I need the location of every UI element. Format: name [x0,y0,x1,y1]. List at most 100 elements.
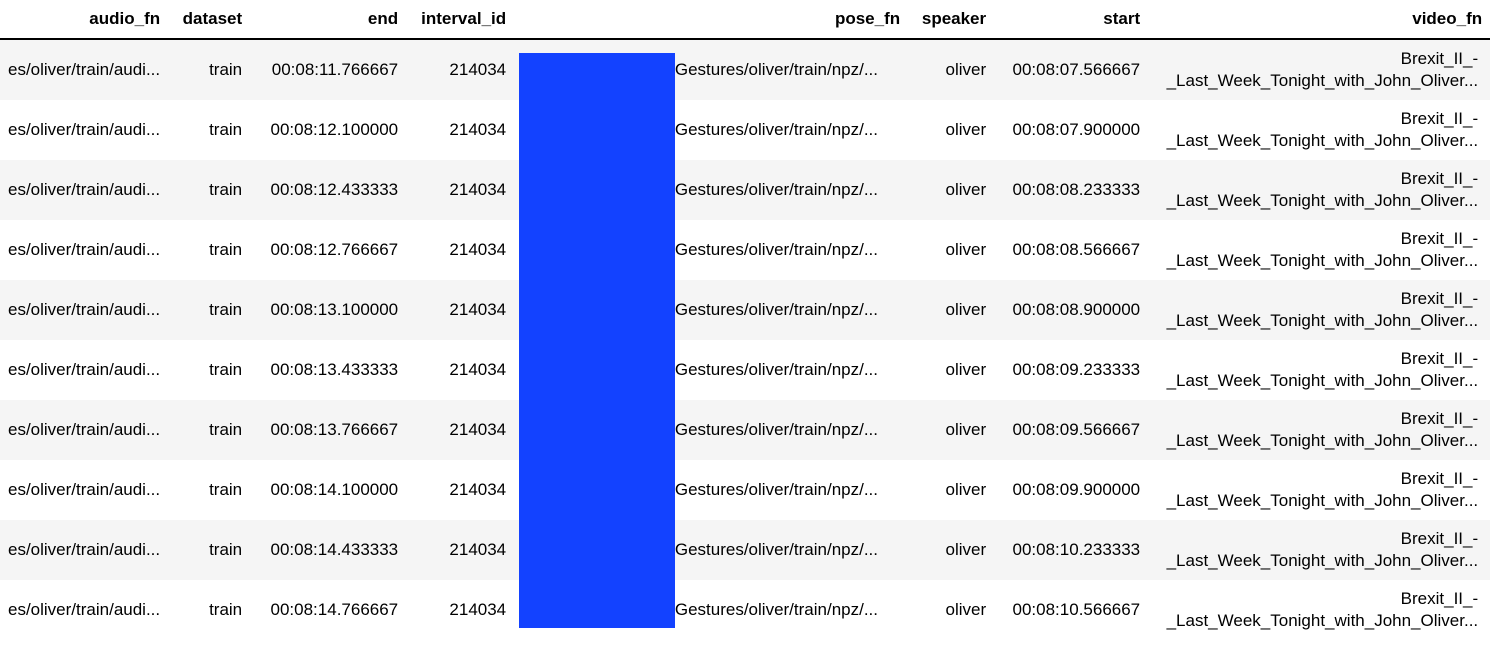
cell-audio-fn: es/oliver/train/audi... [0,220,168,280]
cell-audio-fn-text: es/oliver/train/audi... [8,360,161,379]
cell-audio-fn-text: es/oliver/train/audi... [8,180,161,199]
cell-audio-fn: es/oliver/train/audi... [0,400,168,460]
cell-dataset: train [209,360,243,379]
cell-dataset: train [209,480,243,499]
cell-speaker: oliver [945,60,987,79]
cell-interval-id: 214034 [449,180,507,199]
cell-audio-fn: es/oliver/train/audi... [0,160,168,220]
cell-interval-id: 214034 [449,120,507,139]
cell-speaker: oliver [945,420,987,439]
column-header-start: start [1103,9,1141,28]
cell-end: 00:08:11.766667 [271,60,399,79]
cell-start: 00:08:09.233333 [1012,360,1141,379]
cell-video-fn: Brexit_II_- _Last_Week_Tonight_with_John_… [1148,220,1490,280]
cell-video-fn-line2: _Last_Week_Tonight_with_John_Oliver... [1166,251,1479,270]
cell-start: 00:08:09.900000 [1012,480,1141,499]
cell-end: 00:08:12.100000 [270,120,399,139]
cell-pose-fn: /Gestures/oliver/train/npz/... [514,520,908,580]
cell-start: 00:08:08.566667 [1012,240,1141,259]
cell-video-fn-line1: Brexit_II_- [1400,289,1479,308]
cell-interval-id: 214034 [449,240,507,259]
header-row: audio_fn dataset end interval_id pose_fn… [0,0,1491,39]
cell-audio-fn: es/oliver/train/audi... [0,580,168,640]
cell-pose-fn: /Gestures/oliver/train/npz/... [514,39,908,100]
cell-pose-fn: /Gestures/oliver/train/npz/... [514,340,908,400]
table-row: es/oliver/train/audi... train 00:08:11.766… [0,39,1491,100]
cell-end: 00:08:14.100000 [270,480,399,499]
table-row: es/oliver/train/audi... train 00:08:13.100… [0,280,1491,340]
cell-end: 00:08:13.766667 [270,420,399,439]
cell-pose-fn: /Gestures/oliver/train/npz/... [514,280,908,340]
cell-end: 00:08:13.100000 [270,300,399,319]
redaction-block [519,53,675,628]
cell-speaker: oliver [945,480,987,499]
cell-speaker: oliver [945,120,987,139]
cell-dataset: train [209,540,243,559]
column-header-speaker: speaker [921,9,987,28]
table-row: es/oliver/train/audi... train 00:08:13.766… [0,400,1491,460]
cell-start: 00:08:09.566667 [1012,420,1141,439]
cell-interval-id: 214034 [449,420,507,439]
table-row: es/oliver/train/audi... train 00:08:12.433… [0,160,1491,220]
cell-pose-fn-text: /Gestures/oliver/train/npz/... [670,600,879,619]
cell-video-fn-line2: _Last_Week_Tonight_with_John_Oliver... [1166,371,1479,390]
table-header: audio_fn dataset end interval_id pose_fn… [0,0,1491,39]
cell-video-fn-line2: _Last_Week_Tonight_with_John_Oliver... [1166,431,1479,450]
cell-speaker: oliver [945,240,987,259]
cell-pose-fn-text: /Gestures/oliver/train/npz/... [670,180,879,199]
cell-video-fn-line1: Brexit_II_- [1400,109,1479,128]
column-header-interval-id: interval_id [421,9,507,28]
cell-interval-id: 214034 [449,540,507,559]
cell-pose-fn-text: /Gestures/oliver/train/npz/... [670,240,879,259]
cell-audio-fn: es/oliver/train/audi... [0,280,168,340]
cell-video-fn-line2: _Last_Week_Tonight_with_John_Oliver... [1166,551,1479,570]
column-header-dataset: dataset [182,9,243,28]
cell-pose-fn-wrapper: /Gestures/oliver/train/npz/... [514,100,900,160]
cell-video-fn-line1: Brexit_II_- [1400,49,1479,68]
cell-start: 00:08:08.233333 [1012,180,1141,199]
cell-audio-fn-text: es/oliver/train/audi... [8,60,161,79]
cell-speaker: oliver [945,600,987,619]
cell-dataset: train [209,180,243,199]
cell-end: 00:08:12.766667 [270,240,399,259]
cell-pose-fn-text: /Gestures/oliver/train/npz/... [670,300,879,319]
cell-audio-fn: es/oliver/train/audi... [0,340,168,400]
cell-pose-fn-text: /Gestures/oliver/train/npz/... [670,60,879,79]
cell-dataset: train [209,60,243,79]
cell-pose-fn-wrapper: /Gestures/oliver/train/npz/... [514,460,900,520]
cell-audio-fn: es/oliver/train/audi... [0,100,168,160]
column-header-video-fn: video_fn [1412,9,1483,28]
cell-video-fn: Brexit_II_- _Last_Week_Tonight_with_John_… [1148,400,1490,460]
cell-audio-fn: es/oliver/train/audi... [0,520,168,580]
table-body: es/oliver/train/audi... train 00:08:11.766… [0,39,1491,640]
cell-interval-id: 214034 [449,300,507,319]
cell-speaker: oliver [945,540,987,559]
cell-pose-fn-wrapper: /Gestures/oliver/train/npz/... [514,220,900,280]
cell-audio-fn-text: es/oliver/train/audi... [8,600,161,619]
cell-pose-fn-wrapper: /Gestures/oliver/train/npz/... [514,400,900,460]
table-row: es/oliver/train/audi... train 00:08:12.100… [0,100,1491,160]
cell-video-fn-line1: Brexit_II_- [1400,409,1479,428]
cell-dataset: train [209,600,243,619]
cell-interval-id: 214034 [449,360,507,379]
cell-start: 00:08:07.566667 [1012,60,1141,79]
cell-pose-fn-wrapper: /Gestures/oliver/train/npz/... [514,340,900,400]
table-row: es/oliver/train/audi... train 00:08:14.433… [0,520,1491,580]
cell-audio-fn: es/oliver/train/audi... [0,460,168,520]
table-row: es/oliver/train/audi... train 00:08:12.766… [0,220,1491,280]
cell-video-fn-line1: Brexit_II_- [1400,169,1479,188]
cell-video-fn-line2: _Last_Week_Tonight_with_John_Oliver... [1166,611,1479,630]
cell-pose-fn-text: /Gestures/oliver/train/npz/... [670,360,879,379]
cell-audio-fn-text: es/oliver/train/audi... [8,300,161,319]
cell-pose-fn-text: /Gestures/oliver/train/npz/... [670,540,879,559]
cell-video-fn-line1: Brexit_II_- [1400,529,1479,548]
cell-video-fn-line2: _Last_Week_Tonight_with_John_Oliver... [1166,311,1479,330]
dataframe-table: audio_fn dataset end interval_id pose_fn… [0,0,1491,640]
cell-video-fn-line1: Brexit_II_- [1400,349,1479,368]
cell-video-fn: Brexit_II_- _Last_Week_Tonight_with_John_… [1148,460,1490,520]
table-row: es/oliver/train/audi... train 00:08:14.100… [0,460,1491,520]
cell-interval-id: 214034 [449,600,507,619]
cell-video-fn-line2: _Last_Week_Tonight_with_John_Oliver... [1166,71,1479,90]
cell-dataset: train [209,420,243,439]
